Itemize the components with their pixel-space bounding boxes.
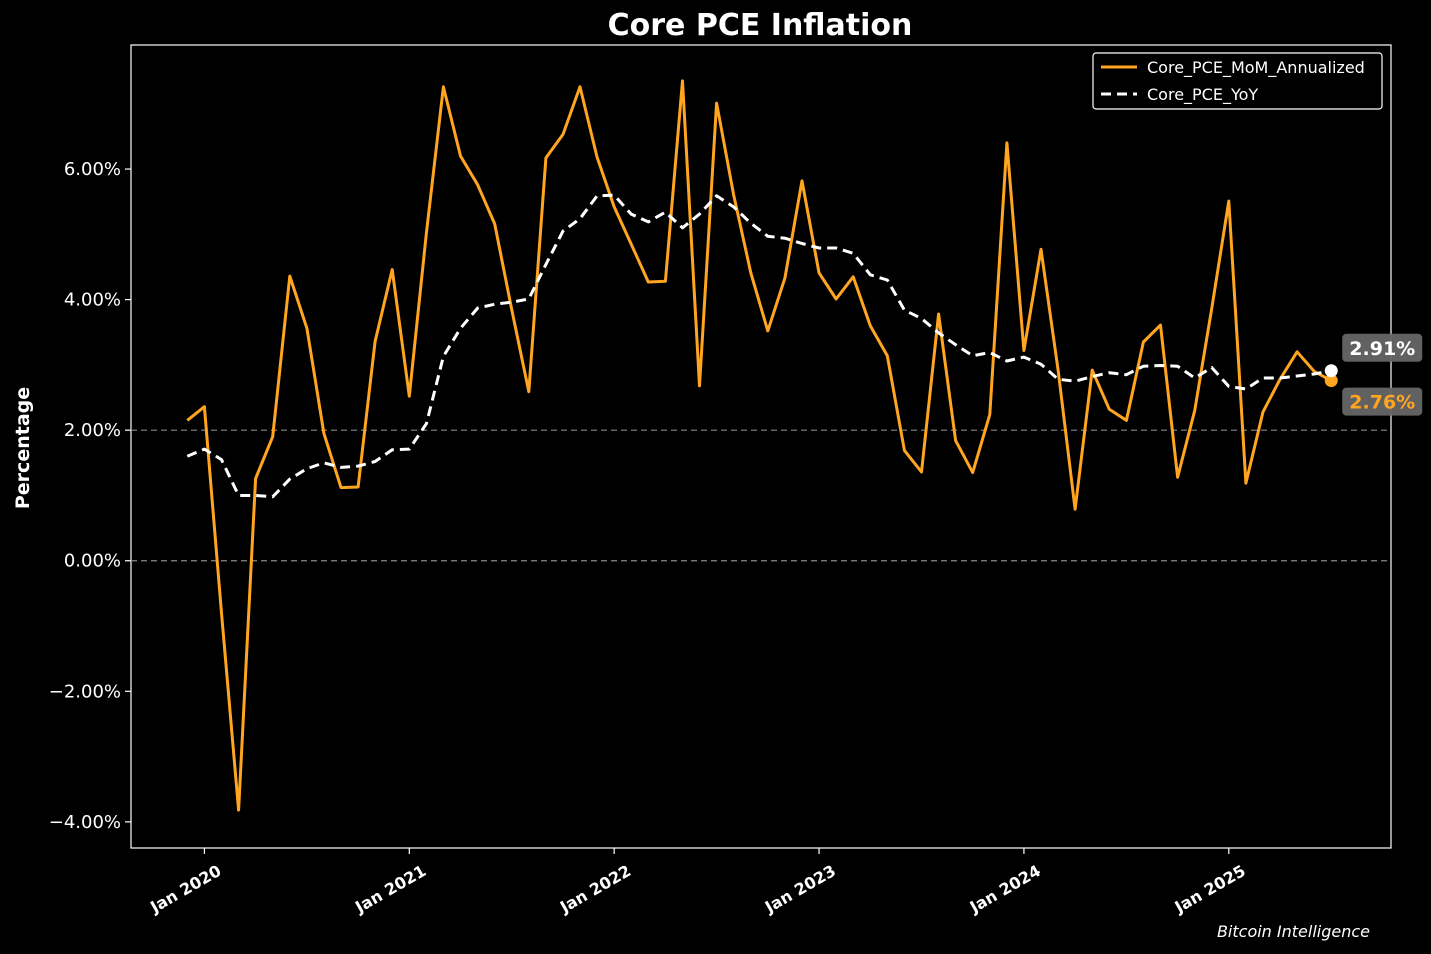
x-tick-label: Jan 2022 xyxy=(556,861,634,917)
y-tick-label: 2.00% xyxy=(64,420,121,441)
y-tick-label: −2.00% xyxy=(49,681,121,702)
x-tick-label: Jan 2023 xyxy=(761,861,839,917)
legend-label-mom: Core_PCE_MoM_Annualized xyxy=(1147,58,1365,78)
plot-area xyxy=(130,44,1392,849)
end-value-label: 2.91% xyxy=(1349,338,1415,360)
legend-box xyxy=(1092,52,1383,110)
chart-title: Core PCE Inflation xyxy=(608,8,913,43)
x-axis-ticks: Jan 2020 Jan 2021 Jan 2022 Jan 2023 Jan 2024… xyxy=(146,848,1249,917)
x-tick-label: Jan 2020 xyxy=(146,861,224,917)
series-lines xyxy=(186,79,1332,812)
series-end-marker xyxy=(1324,364,1338,378)
y-tick-label: 4.00% xyxy=(64,290,121,311)
y-tick-label: 0.00% xyxy=(64,551,121,572)
watermark: Bitcoin Intelligence xyxy=(1217,922,1370,941)
series-end-marker xyxy=(1324,374,1338,388)
end-label-bg xyxy=(1342,333,1423,362)
x-tick-label: Jan 2021 xyxy=(351,861,429,917)
end-label-bg xyxy=(1342,387,1423,416)
legend-label-yoy: Core_PCE_YoY xyxy=(1147,85,1258,105)
y-tick-label: 6.00% xyxy=(64,159,121,180)
series-line-mom-annualized xyxy=(186,79,1332,812)
x-tick-label: Jan 2025 xyxy=(1171,861,1249,917)
x-tick-label: Jan 2024 xyxy=(966,861,1044,917)
y-tick-label: −4.00% xyxy=(49,812,121,833)
reference-lines xyxy=(131,429,1391,562)
end-value-label: 2.76% xyxy=(1349,392,1415,414)
y-axis-label: Percentage xyxy=(12,387,34,509)
series-line-yoy xyxy=(186,193,1332,499)
legend: Core_PCE_MoM_Annualized Core_PCE_YoY xyxy=(1092,52,1383,110)
y-axis-ticks: −4.00% −2.00% 0.00% 2.00% 4.00% 6.00% xyxy=(49,159,131,833)
series-end-labels: 2.76% 2.91% xyxy=(1324,333,1423,416)
